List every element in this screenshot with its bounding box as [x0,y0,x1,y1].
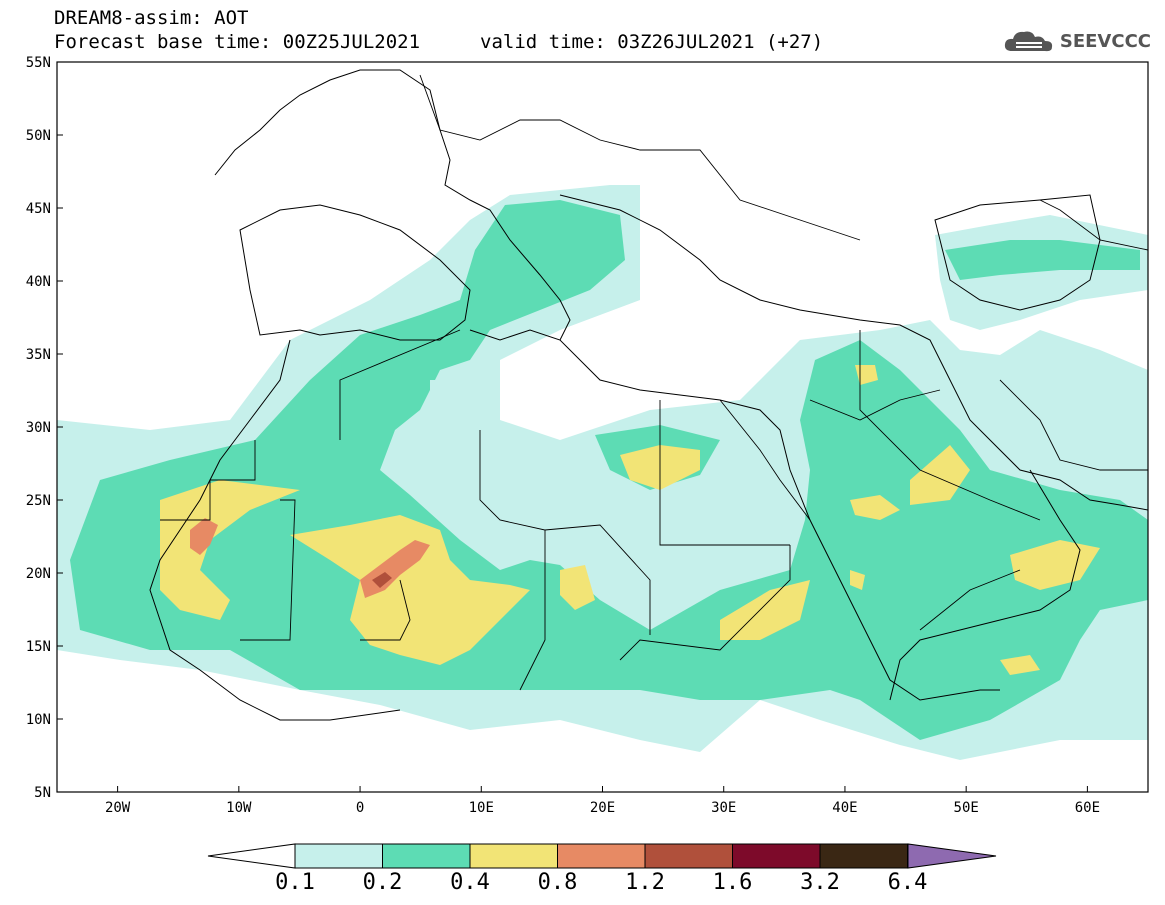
colorbar-label: 1.6 [712,870,753,895]
lat-label: 45N [26,201,51,217]
lon-label: 20E [590,800,615,816]
colorbar-label: 0.2 [362,870,403,895]
lon-label: 0 [356,800,364,816]
aot-level-0-4 [160,365,1100,675]
lat-label: 30N [26,420,51,436]
lat-label: 5N [34,785,51,801]
aot-level-1-2 [372,572,392,588]
longitude-labels: 20W 10W 0 10E 20E 30E 40E 50E 60E [105,800,1100,816]
colorbar-label: 0.4 [450,870,490,895]
logo-text: SEEVCCC [1059,30,1151,52]
aot-field [57,185,1148,760]
lon-label: 50E [954,800,979,816]
aot-level-0-2 [70,200,1148,740]
colorbar-label: 0.1 [275,870,315,895]
lat-label: 40N [26,274,51,290]
colorbar-label: 1.2 [625,870,665,895]
colorbar-label: 6.4 [887,870,928,895]
lon-label: 60E [1075,800,1100,816]
lat-label: 50N [26,128,51,144]
lon-label: 10W [226,800,252,816]
lat-label: 25N [26,493,51,509]
lat-label: 20N [26,566,51,582]
title-product: DREAM8-assim: AOT [54,7,249,29]
title-base-time: Forecast base time: 00Z25JUL2021 [54,31,421,53]
title-valid-time: valid time: 03Z26JUL2021 (+27) [480,31,824,53]
cloud-logo-icon [1004,31,1052,52]
lon-label: 10E [469,800,494,816]
lat-label: 35N [26,347,51,363]
country-borders [160,74,1148,691]
latitude-labels: 55N 50N 45N 40N 35N 30N 25N 20N 15N 10N 5N [26,55,51,801]
lon-label: 30E [711,800,736,816]
colorbar-label: 0.8 [537,870,578,895]
lat-label: 55N [26,55,51,71]
axis-ticks [57,61,1088,793]
lon-label: 40E [832,800,857,816]
colorbar-label: 3.2 [800,870,840,895]
lat-label: 15N [26,639,51,655]
lat-label: 10N [26,712,51,728]
seevccc-logo: SEEVCCC [1002,26,1151,56]
coastlines [149,69,1148,721]
lon-label: 20W [105,800,131,816]
